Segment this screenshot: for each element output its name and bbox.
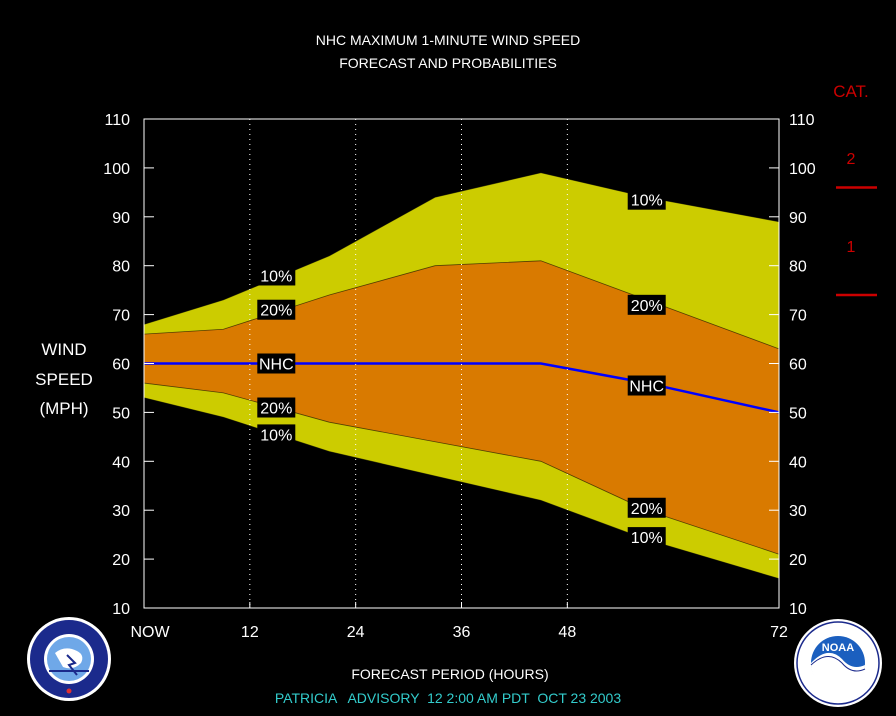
band-label-bg	[257, 265, 296, 286]
band-label-bg	[627, 497, 666, 518]
band-label: 10%	[627, 189, 666, 210]
y-tick-label-left: 80	[112, 259, 130, 276]
band-label-bg	[627, 375, 666, 396]
band-label-bg	[627, 527, 666, 548]
band-label-bg	[257, 299, 296, 320]
y-tick-label-right: 90	[789, 210, 807, 227]
y-tick-label-right: 20	[789, 552, 807, 569]
band-label: 10%	[257, 424, 296, 445]
category-label-2: 2	[847, 151, 856, 168]
y-axis-label-line-2: SPEED	[35, 370, 93, 389]
band-label: 20%	[257, 397, 296, 418]
y-tick-label-left: 70	[112, 308, 130, 325]
x-axis-label: FORECAST PERIOD (HOURS)	[351, 666, 548, 682]
x-tick-label: 36	[453, 624, 471, 641]
y-tick-label-left: 30	[112, 503, 130, 520]
band-label-bg	[627, 189, 666, 210]
band-label-text: 10%	[260, 268, 292, 285]
band-label-text: 20%	[631, 501, 663, 518]
band-labels: 10% 20% NHC 20% 10% 10% 20% NHC 20% 10%	[257, 189, 666, 548]
y-tick-label-left: 60	[112, 357, 130, 374]
band-label-text: 20%	[260, 303, 292, 320]
x-tick-label: NOW	[130, 624, 170, 641]
band-label-text: NHC	[629, 379, 664, 396]
y-tick-label-right: 10	[789, 601, 807, 618]
band-label-text: 20%	[631, 298, 663, 315]
band-label: 10%	[257, 265, 296, 286]
y-tick-label-left: 10	[112, 601, 130, 618]
x-tick-label: 24	[347, 624, 365, 641]
y-tick-label-right: 30	[789, 503, 807, 520]
band-label-text: 10%	[260, 427, 292, 444]
inner-probability-band	[144, 260, 779, 555]
band-label-text: NHC	[259, 357, 294, 374]
band-label-text: 20%	[260, 401, 292, 418]
category-scale: 21	[836, 151, 877, 297]
band-label-bg	[257, 353, 296, 374]
category-label-1: 1	[847, 239, 856, 256]
noaa-logo-icon	[794, 619, 882, 707]
band-label: 20%	[627, 294, 666, 315]
x-tick-label: 48	[558, 624, 576, 641]
band-label: 20%	[257, 299, 296, 320]
chart-title: NHC MAXIMUM 1-MINUTE WIND SPEED	[316, 32, 580, 48]
band-label: 20%	[627, 497, 666, 518]
band-label: NHC	[627, 375, 666, 396]
y-tick-label-right: 40	[789, 454, 807, 471]
y-tick-label-left: 20	[112, 552, 130, 569]
y-tick-label-right: 50	[789, 405, 807, 422]
band-label-bg	[627, 294, 666, 315]
category-title: CAT.	[833, 82, 869, 101]
axes: 10 10 20 20 30 30 40 40 50 50 60 60 70 70 80 80 90 90 100 1…	[103, 112, 816, 641]
x-tick-label: 12	[241, 624, 259, 641]
band-label-text: 10%	[631, 193, 663, 210]
band-label-bg	[257, 424, 296, 445]
noaa-logo-text: NOAA	[822, 642, 854, 654]
nws-logo-icon	[27, 617, 111, 701]
y-tick-label-left: 110	[104, 112, 130, 129]
advisory-footer: PATRICIA ADVISORY 12 2:00 AM PDT OCT 23 …	[275, 690, 621, 706]
y-tick-label-right: 70	[789, 308, 807, 325]
y-tick-label-right: 110	[789, 112, 815, 129]
chart-subtitle: FORECAST AND PROBABILITIES	[339, 55, 557, 71]
y-tick-label-left: 50	[112, 405, 130, 422]
probability-bands	[144, 172, 779, 579]
x-tick-label: 72	[770, 624, 788, 641]
y-axis-label-line-3: (MPH)	[39, 399, 88, 418]
y-tick-label-right: 100	[789, 161, 816, 178]
band-label: 10%	[627, 527, 666, 548]
y-tick-label-left: 90	[112, 210, 130, 227]
y-tick-label-right: 60	[789, 357, 807, 374]
band-label-bg	[257, 397, 296, 418]
band-label: NHC	[257, 353, 296, 374]
y-tick-label-left: 100	[103, 161, 130, 178]
y-axis-label-line-1: WIND	[41, 340, 86, 359]
y-tick-label-left: 40	[112, 454, 130, 471]
y-tick-label-right: 80	[789, 259, 807, 276]
band-label-text: 10%	[631, 530, 663, 547]
